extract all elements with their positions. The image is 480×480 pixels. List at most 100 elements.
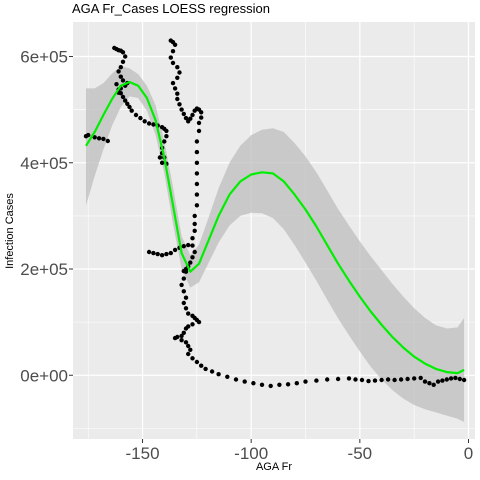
chart-title: AGA Fr_Cases LOESS regression: [72, 1, 270, 16]
data-point: [172, 42, 178, 47]
data-point: [188, 260, 193, 265]
data-point: [164, 134, 169, 139]
data-point: [190, 322, 195, 327]
data-point: [192, 228, 197, 233]
data-point: [398, 377, 404, 382]
confidence-band-layer: [86, 66, 465, 422]
data-point: [444, 377, 449, 382]
data-point: [457, 376, 462, 382]
data-point: [285, 382, 291, 387]
data-point: [179, 282, 184, 288]
data-point: [170, 49, 176, 54]
data-point: [86, 132, 91, 138]
data-point: [123, 54, 128, 59]
data-point: [186, 343, 191, 349]
data-point: [129, 108, 134, 113]
data-point: [168, 55, 173, 60]
data-point: [190, 112, 195, 118]
data-point: [186, 242, 191, 248]
data-point: [209, 369, 215, 374]
data-point: [199, 110, 204, 115]
data-point: [422, 379, 428, 384]
data-point: [181, 330, 186, 335]
data-point: [268, 383, 273, 389]
data-point: [146, 249, 152, 255]
data-point: [183, 306, 189, 311]
data-point: [183, 269, 189, 274]
data-point: [120, 50, 126, 55]
data-point: [194, 181, 200, 187]
data-point: [181, 244, 186, 249]
data-point: [181, 111, 186, 117]
x-tick-label: -100: [234, 444, 268, 463]
y-tick-label: 4e+05: [20, 154, 68, 173]
data-point: [427, 381, 432, 386]
data-point: [159, 160, 165, 165]
data-point: [196, 319, 202, 325]
data-point: [159, 253, 165, 258]
data-point: [196, 120, 202, 126]
data-point: [188, 347, 193, 352]
data-point: [190, 243, 195, 248]
data-point: [114, 82, 119, 87]
data-point: [179, 333, 184, 339]
data-point: [192, 221, 197, 227]
y-tick-label: 6e+05: [20, 48, 68, 67]
data-point: [183, 326, 189, 331]
data-point: [151, 122, 156, 127]
data-point: [172, 335, 178, 341]
x-tick-label: 0: [464, 444, 473, 463]
data-point: [162, 139, 167, 144]
data-point: [405, 376, 410, 382]
data-point: [366, 378, 371, 384]
data-point: [120, 94, 126, 100]
data-point: [120, 59, 126, 64]
data-point: [170, 80, 176, 86]
data-point: [194, 171, 200, 176]
data-point: [194, 139, 200, 144]
data-point: [186, 351, 191, 357]
data-point: [123, 98, 128, 103]
data-point: [155, 251, 160, 257]
data-point: [194, 149, 200, 155]
y-axis-title: Infection Cases: [4, 193, 16, 269]
confidence-band: [86, 66, 465, 422]
data-point: [179, 338, 184, 343]
data-point: [453, 375, 458, 381]
data-point: [259, 382, 265, 387]
data-point: [242, 379, 247, 384]
axes-layer: -150 -100 -50 0 0e+00 2e+05 4e+05 6e+05: [20, 48, 473, 463]
loess-smooth-line: [85, 80, 465, 375]
data-point: [186, 311, 191, 316]
data-point: [96, 136, 102, 141]
data-point: [151, 250, 156, 256]
data-point: [194, 359, 200, 365]
x-axis-title: AGA Fr: [255, 461, 293, 473]
data-point: [172, 247, 178, 253]
data-point: [181, 289, 186, 294]
data-point: [359, 377, 365, 383]
y-tick-label: 2e+05: [20, 260, 68, 279]
data-point: [346, 376, 352, 381]
data-point: [118, 74, 124, 79]
data-point: [385, 377, 391, 382]
data-point: [164, 128, 169, 134]
data-point: [133, 112, 139, 118]
data-point: [188, 116, 193, 121]
data-point: [190, 356, 195, 361]
data-point: [203, 366, 208, 372]
data-point: [142, 119, 147, 124]
data-point: [118, 65, 124, 70]
data-point: [170, 60, 176, 66]
data-point: [199, 115, 204, 120]
data-point: [120, 78, 126, 83]
data-point: [125, 101, 130, 107]
data-point: [325, 377, 330, 382]
data-point: [175, 91, 180, 96]
data-point: [448, 376, 454, 381]
data-point: [127, 104, 132, 110]
data-point: [190, 236, 195, 241]
data-point: [353, 377, 358, 382]
data-point: [192, 213, 197, 219]
